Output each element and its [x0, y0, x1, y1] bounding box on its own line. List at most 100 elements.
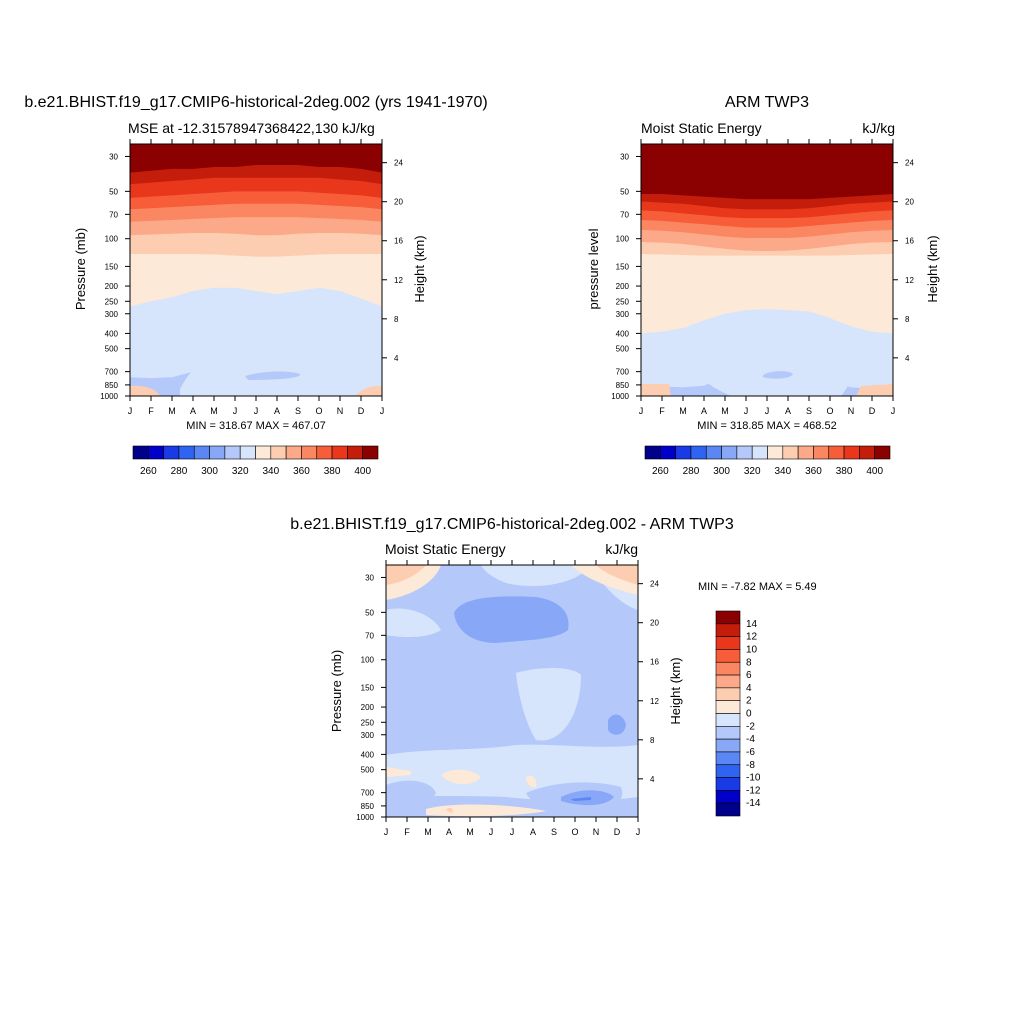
- colorbar-label: -12: [746, 785, 761, 796]
- y-tick-label: 500: [361, 766, 375, 775]
- colorbar-label: 300: [713, 466, 730, 477]
- x-tick-label: M: [679, 406, 687, 416]
- x-tick-label: J: [891, 406, 896, 416]
- y-tick-label: 300: [105, 310, 119, 319]
- x-tick-label: J: [128, 406, 133, 416]
- x-tick-label: D: [358, 406, 365, 416]
- panel-right-string: kJ/kg: [605, 541, 638, 557]
- colorbar-box: [675, 445, 692, 460]
- y-tick-label: 250: [105, 297, 119, 306]
- colorbar-label: 320: [744, 466, 761, 477]
- panel-title: b.e21.BHIST.f19_g17.CMIP6-historical-2de…: [290, 516, 734, 533]
- x-tick-label: O: [826, 406, 833, 416]
- colorbar-label: 260: [652, 466, 669, 477]
- colorbar-box: [715, 636, 741, 650]
- x-tick-label: O: [571, 827, 578, 837]
- x-tick-label: M: [721, 406, 729, 416]
- y-tick-label: 70: [109, 210, 118, 219]
- y-tick-label: 50: [620, 187, 629, 196]
- y-tick-label: 1000: [100, 392, 118, 401]
- x-tick-label: A: [530, 827, 536, 837]
- x-tick-label: S: [295, 406, 301, 416]
- colorbar-box: [715, 751, 741, 766]
- colorbar-label: -8: [746, 760, 755, 771]
- colorbar-box: [715, 726, 741, 740]
- y-tick-label: 500: [105, 345, 119, 354]
- contour-fill: [641, 144, 893, 396]
- y-tick-label: 30: [109, 152, 118, 161]
- contour-fill: [130, 144, 382, 396]
- negative-region: [386, 780, 436, 808]
- y-tick-label: 1000: [611, 392, 629, 401]
- x-tick-label: N: [337, 406, 344, 416]
- negative-core: [454, 596, 569, 643]
- y-right-tick-label: 24: [394, 159, 403, 168]
- colorbar-box: [331, 445, 348, 460]
- colorbar-label: 12: [746, 632, 758, 643]
- colorbar-label: 260: [140, 466, 157, 477]
- colorbar-box: [813, 445, 830, 460]
- colorbar-label: 280: [683, 466, 700, 477]
- y-right-tick-label: 16: [905, 237, 914, 246]
- positive-region: [426, 804, 546, 817]
- low-value-core: [763, 371, 793, 379]
- colorbar-box: [715, 674, 741, 689]
- colorbar-box: [301, 445, 318, 460]
- colorbar-box: [178, 445, 195, 460]
- y-tick-label: 30: [365, 573, 374, 582]
- y-right-tick-label: 16: [394, 237, 403, 246]
- x-tick-label: A: [701, 406, 707, 416]
- y-tick-label: 30: [620, 152, 629, 161]
- positive-core: [386, 565, 426, 585]
- negative-core: [571, 797, 591, 801]
- y-right-tick-label: 4: [394, 354, 399, 363]
- x-tick-label: J: [765, 406, 770, 416]
- x-tick-label: M: [424, 827, 432, 837]
- colorbar-label: 10: [746, 644, 758, 655]
- colorbar-box: [715, 610, 741, 625]
- colorbar-box: [193, 445, 210, 460]
- x-tick-label: A: [446, 827, 452, 837]
- colorbar-label: 320: [232, 466, 249, 477]
- x-tick-label: J: [254, 406, 259, 416]
- surface-warm-right: [856, 384, 893, 396]
- colorbar-label: 280: [171, 466, 188, 477]
- x-tick-label: M: [210, 406, 218, 416]
- colorbar-label: 8: [746, 657, 752, 668]
- x-tick-label: J: [489, 827, 494, 837]
- y-axis-label: Pressure (mb): [73, 228, 88, 310]
- x-tick-label: N: [848, 406, 855, 416]
- plot-area: J F M A M J J A S O N D J 30 50 70 100 150 200 250 300 400 500…: [356, 560, 659, 837]
- colorbar-box: [270, 445, 287, 460]
- y-tick-label: 70: [365, 631, 374, 640]
- panel-title: ARM TWP3: [725, 94, 809, 111]
- surface-warm-right: [355, 385, 382, 396]
- colorbar: 260 280 300 320 340 360 380 400: [644, 445, 891, 477]
- contour-fill: [386, 565, 638, 817]
- x-tick-label: J: [510, 827, 515, 837]
- y-tick-label: 100: [361, 656, 375, 665]
- y-right-tick-label: 12: [905, 276, 914, 285]
- colorbar-label: 360: [293, 466, 310, 477]
- plot-area: J F M A M J J A S O N D J 30 50 70 100 150 200 250 300 400 500…: [100, 139, 403, 416]
- colorbar-label: -14: [746, 798, 761, 809]
- x-tick-label: F: [148, 406, 154, 416]
- panel-right-string: kJ/kg: [862, 120, 895, 136]
- x-tick-label: O: [315, 406, 322, 416]
- colorbar: 260 280 300 320 340 360 380 400: [132, 445, 379, 477]
- y-tick-label: 250: [361, 718, 375, 727]
- y-tick-label: 1000: [356, 813, 374, 822]
- x-tick-label: J: [744, 406, 749, 416]
- colorbar-label: -4: [746, 734, 755, 745]
- colorbar-box: [705, 445, 722, 460]
- colorbar-box: [285, 445, 302, 460]
- y-tick-label: 200: [616, 282, 630, 291]
- colorbar-box: [721, 445, 738, 460]
- colorbar-label: 2: [746, 696, 752, 707]
- y-right-tick-label: 12: [650, 697, 659, 706]
- colorbar-box: [255, 445, 272, 460]
- positive-region: [441, 769, 481, 785]
- contour-band: [481, 565, 591, 586]
- y-axis-label: pressure level: [586, 228, 601, 309]
